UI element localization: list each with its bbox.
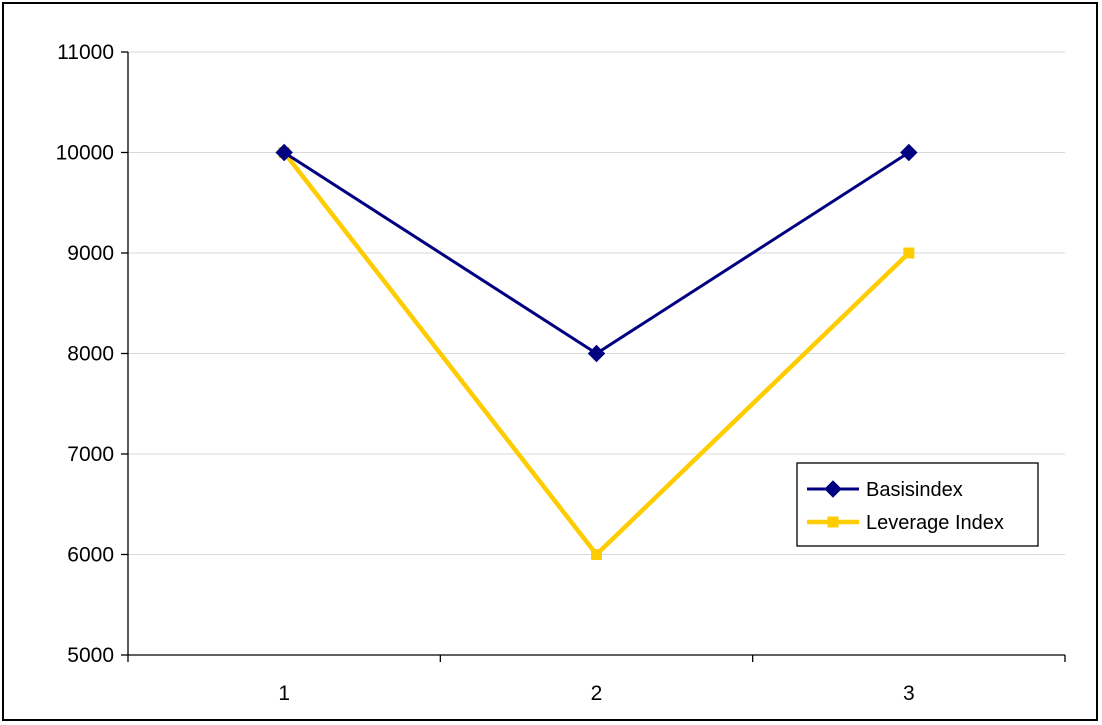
x-tick-label: 1 (278, 682, 290, 705)
data-point-basisindex (275, 143, 293, 162)
x-axis-ticks: 1 2 3 (127, 655, 1066, 705)
legend-item-leverage-index: Leverage Index (807, 512, 1004, 534)
y-axis-ticks: 5000 6000 7000 8000 9000 10000 11000 (56, 41, 128, 667)
legend: Basisindex Leverage Index (796, 462, 1039, 547)
x-tick-label: 3 (903, 682, 915, 705)
data-point-basisindex (587, 344, 606, 363)
y-tick-label: 6000 (67, 544, 114, 567)
y-tick-label: 9000 (67, 242, 114, 265)
data-point-leverage-index (591, 549, 602, 560)
legend-swatch-marker (827, 516, 839, 528)
y-tick-label: 5000 (67, 644, 114, 667)
legend-item-basisindex: Basisindex (807, 479, 963, 501)
y-tick-label: 7000 (67, 443, 114, 466)
legend-label: Basisindex (866, 479, 963, 501)
legend-swatch-marker (824, 480, 842, 498)
y-tick-label: 11000 (57, 41, 114, 64)
legend-box (796, 462, 1039, 547)
series-basisindex (275, 143, 918, 363)
data-point-leverage-index (903, 247, 915, 259)
y-tick-label: 8000 (67, 343, 114, 366)
series (275, 143, 918, 560)
y-tick-label: 10000 (56, 142, 114, 165)
data-point-basisindex (900, 143, 918, 162)
legend-label: Leverage Index (866, 512, 1004, 534)
x-tick-label: 2 (591, 682, 603, 705)
